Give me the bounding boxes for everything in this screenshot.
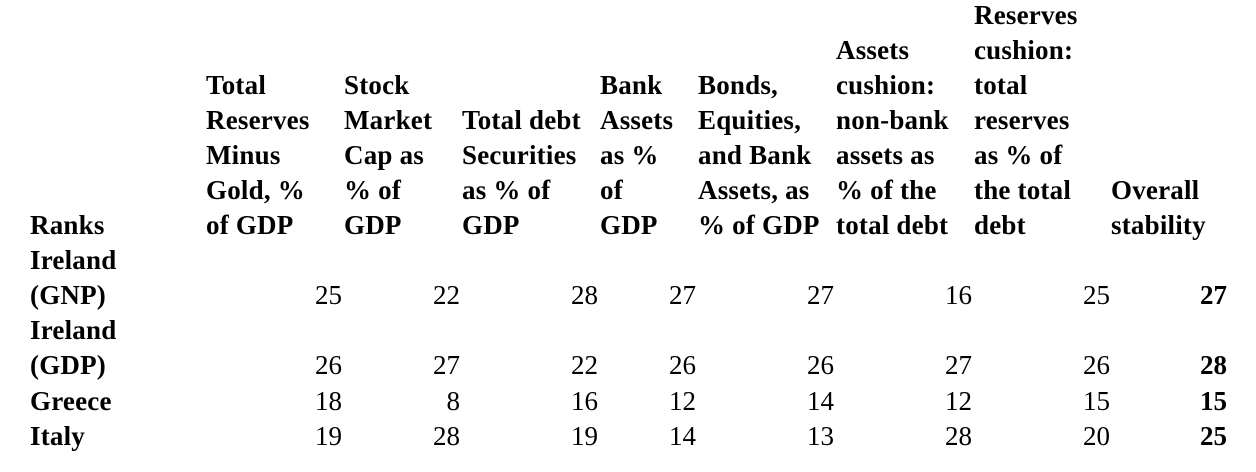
- cell-stock-market-cap: 8: [446, 386, 461, 416]
- cell-bank-assets: 27: [669, 280, 696, 310]
- cell-bonds-equities-bank: 13: [807, 421, 834, 451]
- cell-bonds-equities-bank: 14: [807, 386, 834, 416]
- header-total-reserves: Total Reserves Minus Gold, % of GDP: [206, 70, 310, 240]
- cell-total-debt-securities: 16: [571, 386, 598, 416]
- row-label-ireland-gdp: Ireland (GDP): [30, 315, 117, 380]
- cell-total-reserves: 26: [315, 350, 342, 380]
- cell-overall-stability: 28: [1200, 350, 1227, 380]
- cell-stock-market-cap: 27: [433, 350, 460, 380]
- cell-overall-stability: 15: [1200, 386, 1227, 416]
- cell-reserves-cushion: 26: [1083, 350, 1110, 380]
- header-assets-cushion: Assets cushion: non-bank assets as % of …: [836, 35, 949, 240]
- row-label-greece: Greece: [30, 386, 112, 416]
- header-total-debt-securities: Total debt Securities as % of GDP: [462, 105, 581, 240]
- row-label-ireland-gnp: Ireland (GNP): [30, 245, 117, 310]
- cell-assets-cushion: 16: [945, 280, 972, 310]
- cell-bonds-equities-bank: 27: [807, 280, 834, 310]
- header-overall-stability: Overall stability: [1111, 175, 1206, 240]
- cell-total-reserves: 18: [315, 386, 342, 416]
- cell-bonds-equities-bank: 26: [807, 350, 834, 380]
- cell-bank-assets: 14: [669, 421, 696, 451]
- cell-assets-cushion: 28: [945, 421, 972, 451]
- header-reserves-cushion: Reserves cushion: total reserves as % of…: [974, 0, 1078, 240]
- cell-stock-market-cap: 28: [433, 421, 460, 451]
- cell-stock-market-cap: 22: [433, 280, 460, 310]
- cell-bank-assets: 26: [669, 350, 696, 380]
- header-bonds-equities-bank-assets: Bonds, Equities, and Bank Assets, as % o…: [698, 70, 820, 240]
- cell-assets-cushion: 12: [945, 386, 972, 416]
- cell-overall-stability: 27: [1200, 280, 1227, 310]
- cell-total-debt-securities: 22: [571, 350, 598, 380]
- cell-overall-stability: 25: [1200, 421, 1227, 451]
- cell-total-reserves: 19: [315, 421, 342, 451]
- cell-total-reserves: 25: [315, 280, 342, 310]
- cell-bank-assets: 12: [669, 386, 696, 416]
- header-bank-assets: Bank Assets as % of GDP: [600, 70, 674, 240]
- cell-assets-cushion: 27: [945, 350, 972, 380]
- row-label-italy: Italy: [30, 421, 85, 451]
- cell-reserves-cushion: 15: [1083, 386, 1110, 416]
- cell-reserves-cushion: 25: [1083, 280, 1110, 310]
- cell-total-debt-securities: 28: [571, 280, 598, 310]
- header-stock-market-cap: Stock Market Cap as % of GDP: [344, 70, 433, 240]
- cell-total-debt-securities: 19: [571, 421, 598, 451]
- cell-reserves-cushion: 20: [1083, 421, 1110, 451]
- header-ranks: Ranks: [30, 210, 105, 240]
